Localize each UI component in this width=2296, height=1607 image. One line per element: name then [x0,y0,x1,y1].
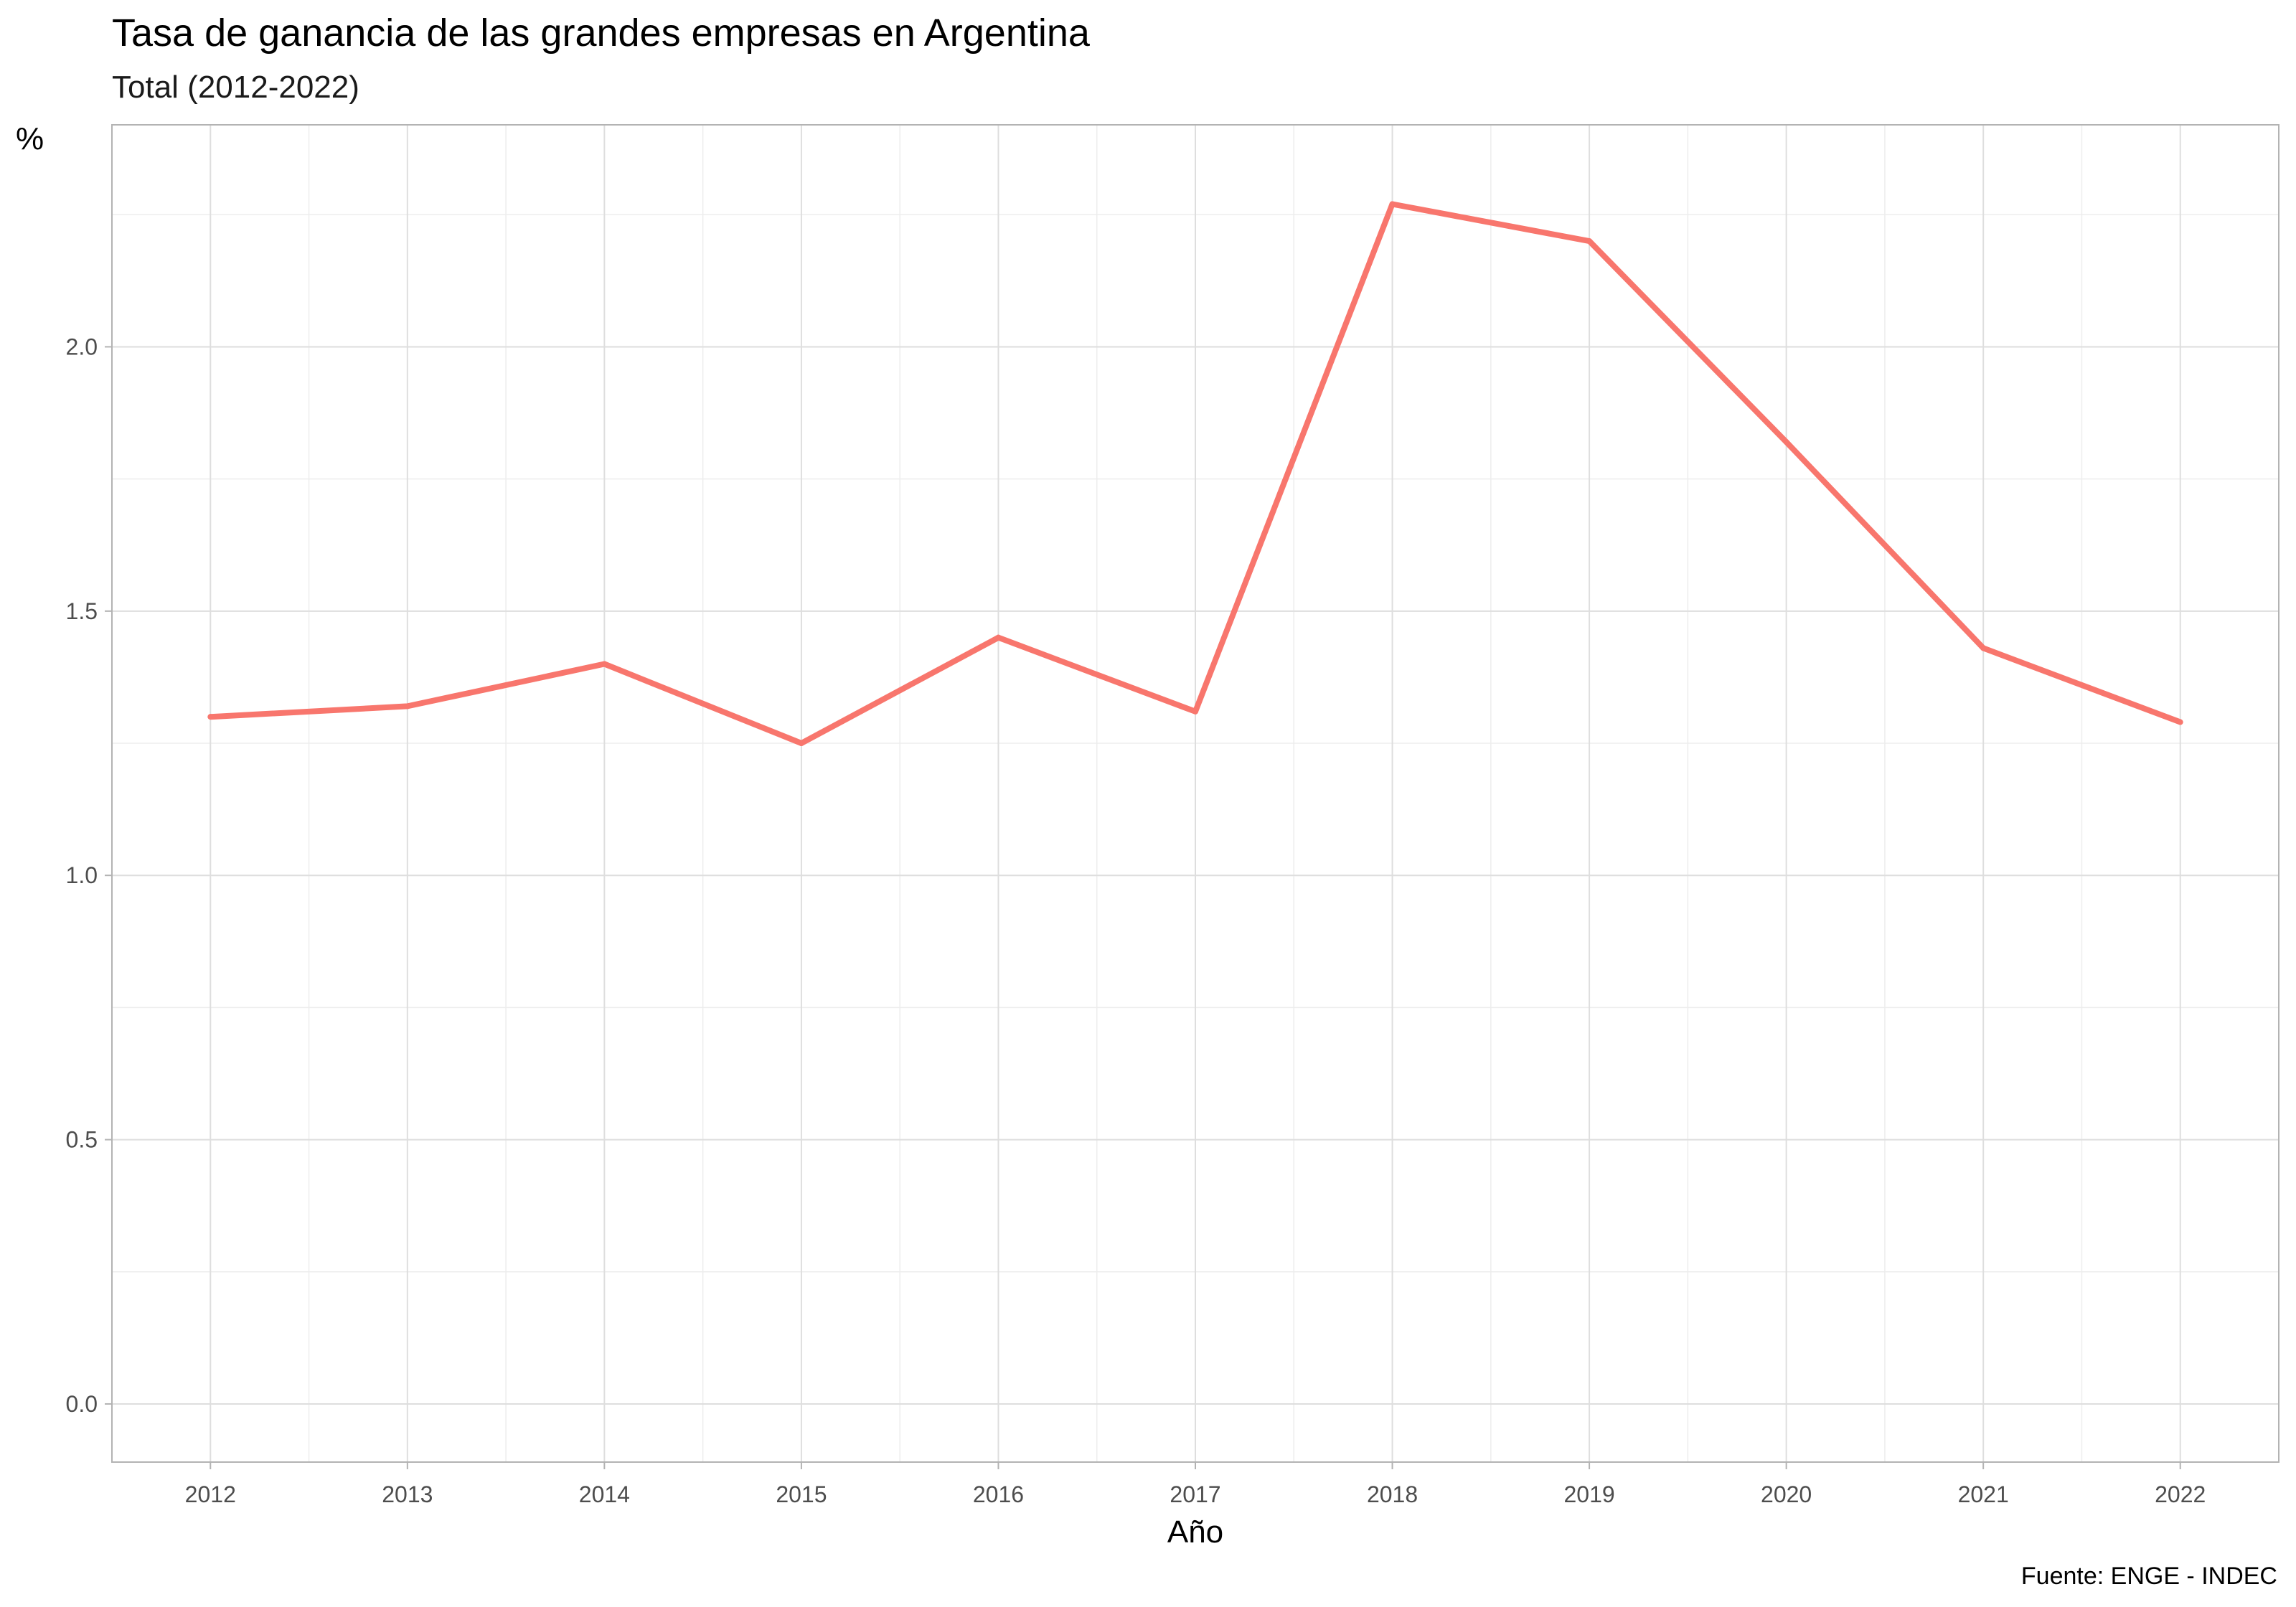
chart-title: Tasa de ganancia de las grandes empresas… [112,11,1091,55]
y-tick-label: 0.5 [66,1127,98,1153]
x-axis-title: Año [1167,1514,1223,1550]
data-point-2015 [798,740,804,747]
major-gridlines [112,125,2279,1462]
series-layer [207,201,2183,747]
x-tick-label: 2022 [2155,1481,2206,1507]
x-tick-label: 2015 [776,1481,827,1507]
x-axis-ticks: 2012 2013 2014 2015 2016 2017 2018 2019 2020 2021… [185,1462,2206,1507]
data-point-2022 [2177,719,2183,725]
y-tick-label: 2.0 [66,334,98,359]
chart-subtitle: Total (2012-2022) [112,70,359,105]
chart-caption: Fuente: ENGE - INDEC [2021,1563,2277,1590]
data-point-2021 [1980,645,1987,651]
y-axis-title: % [16,121,44,156]
y-tick-label: 0.0 [66,1391,98,1417]
data-point-2020 [1783,439,1789,446]
data-point-2013 [404,703,410,710]
x-tick-label: 2013 [382,1481,433,1507]
data-point-2014 [601,661,608,667]
x-tick-label: 2017 [1170,1481,1220,1507]
y-tick-label: 1.5 [66,598,98,624]
data-point-2019 [1586,238,1593,245]
x-tick-label: 2016 [973,1481,1024,1507]
x-tick-label: 2020 [1761,1481,1812,1507]
y-axis-ticks: 0.0 0.5 1.0 1.5 2.0 [66,334,112,1417]
x-tick-label: 2018 [1367,1481,1418,1507]
data-point-2018 [1389,201,1396,207]
data-point-2017 [1192,708,1198,715]
x-tick-label: 2021 [1958,1481,2009,1507]
x-tick-label: 2012 [185,1481,236,1507]
y-tick-label: 1.0 [66,862,98,888]
x-tick-label: 2019 [1563,1481,1614,1507]
x-tick-label: 2014 [579,1481,630,1507]
data-point-2016 [995,634,1002,641]
data-point-2012 [207,714,214,720]
